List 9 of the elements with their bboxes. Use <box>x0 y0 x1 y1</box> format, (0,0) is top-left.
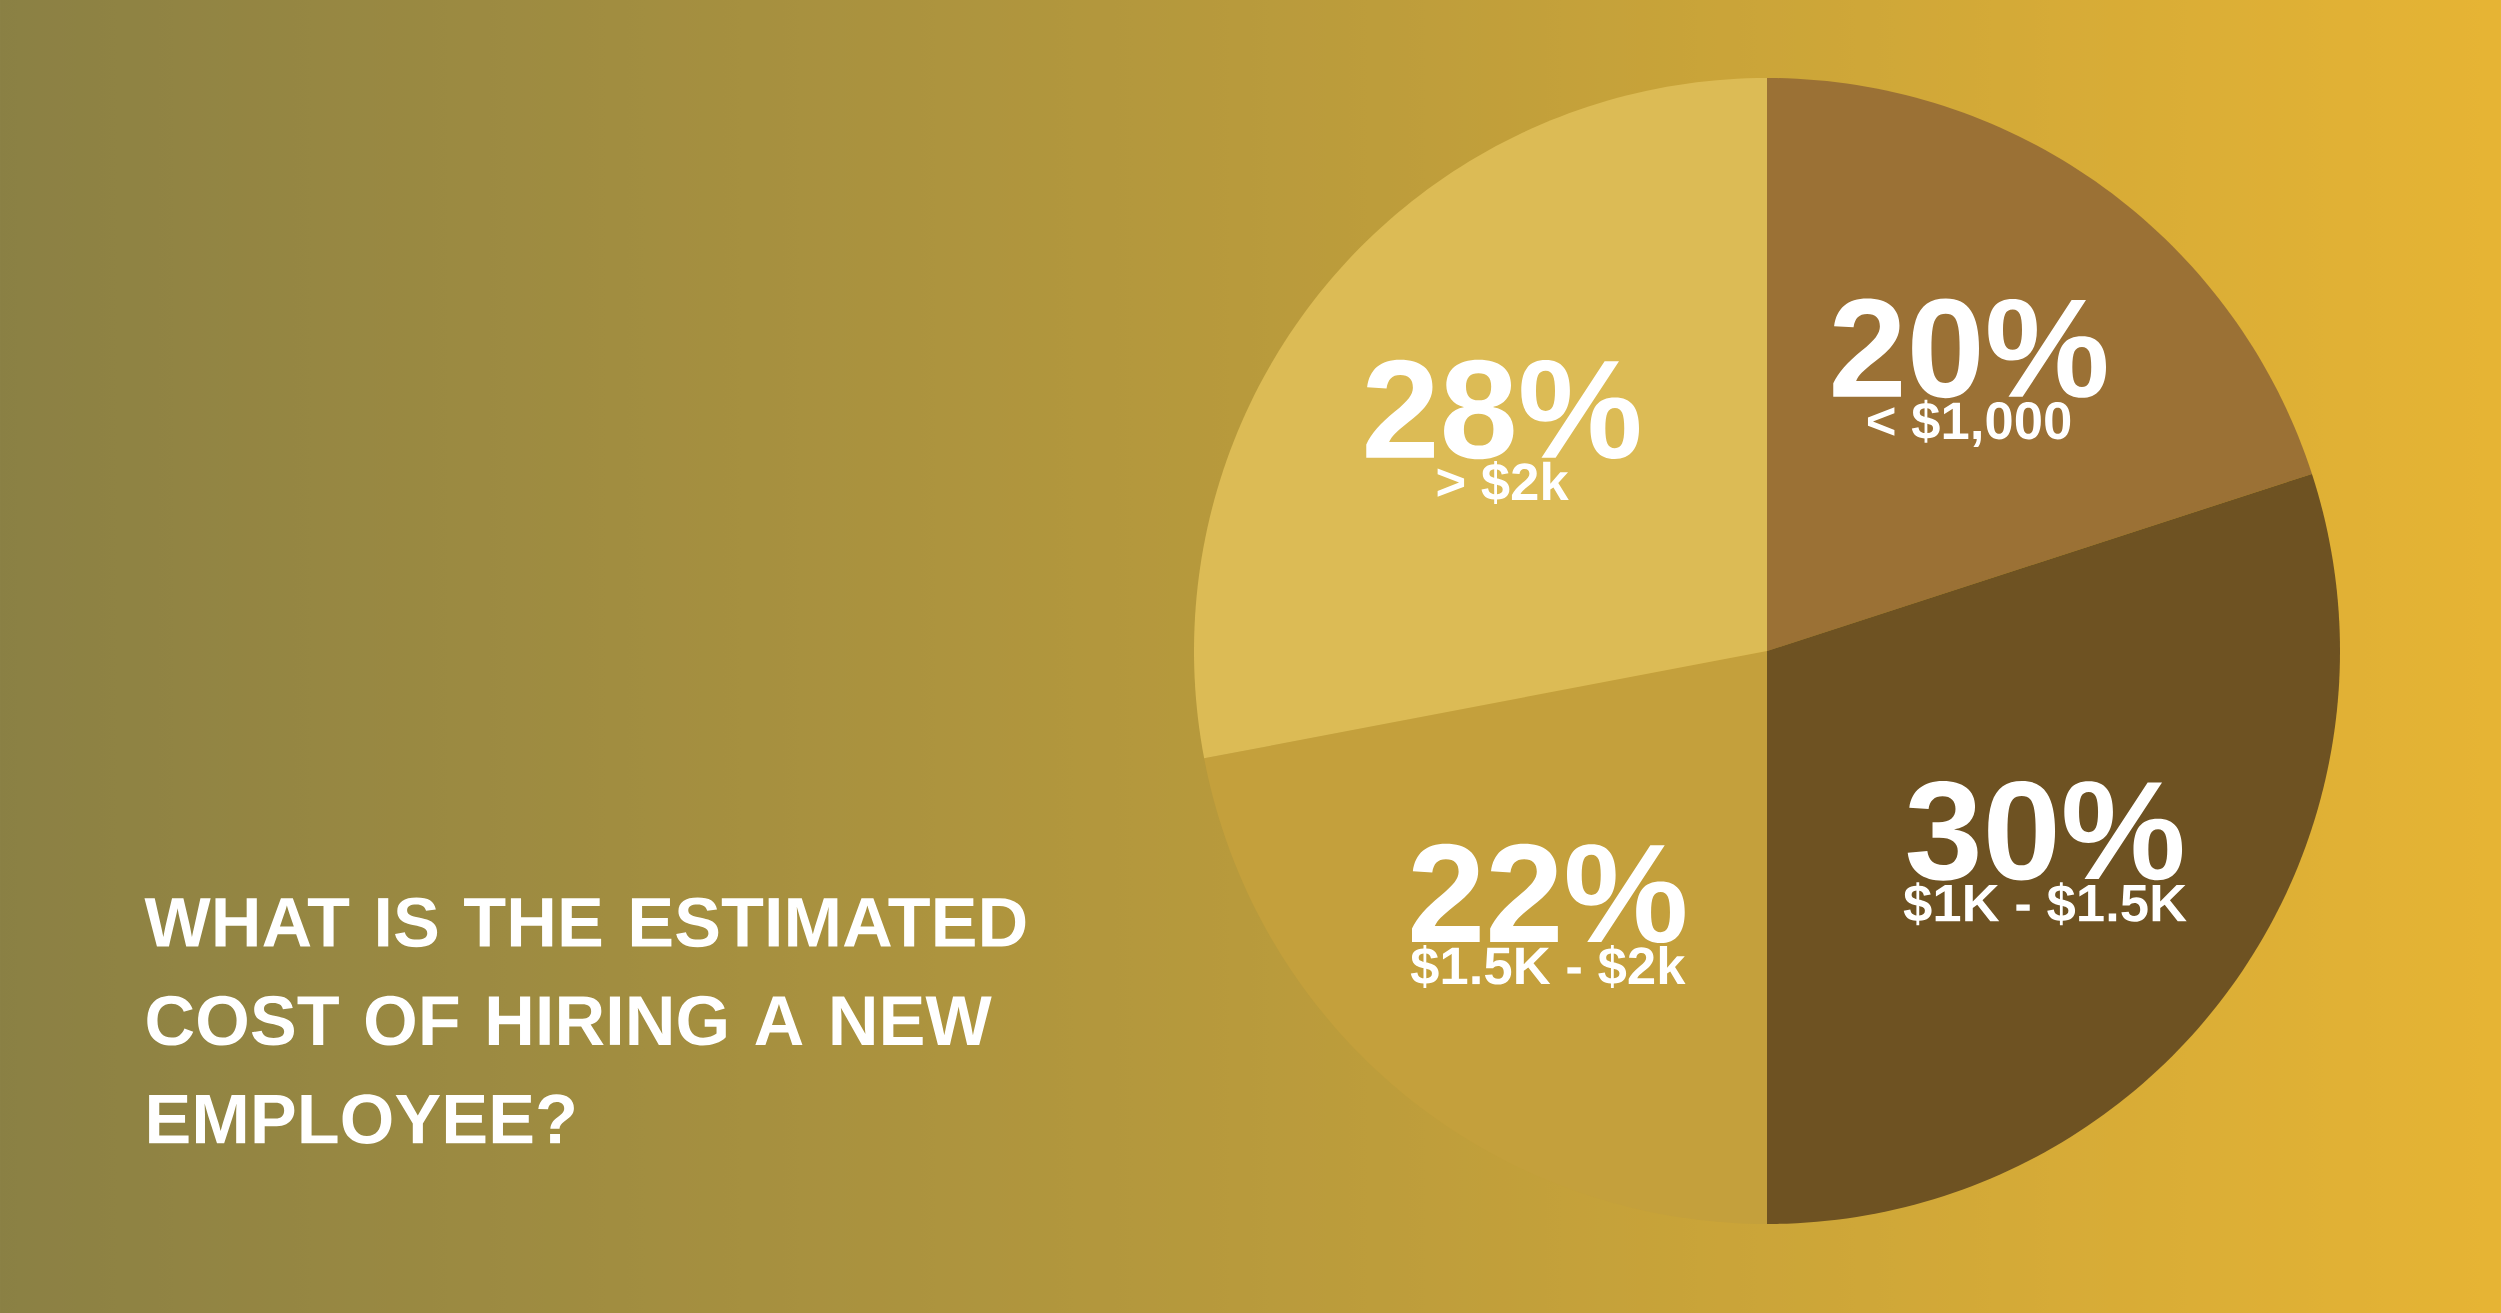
data-label: 30% <box>1907 780 2183 881</box>
slice-label: $1K - $1.5K <box>1903 882 2187 926</box>
data-label: 20% <box>1833 298 2107 399</box>
data-label: 28% <box>1366 359 1640 460</box>
text: WHAT IS THE ESTIMATED COST OF HIRING A NEW EMPLOYEE? <box>144 897 1026 1144</box>
slice-label: $1.5K - $2k <box>1410 944 1686 989</box>
slice-label: > $2k <box>1437 460 1569 504</box>
slice-label: < $1,000 <box>1867 399 2071 448</box>
data-label: 22% <box>1412 843 1685 944</box>
